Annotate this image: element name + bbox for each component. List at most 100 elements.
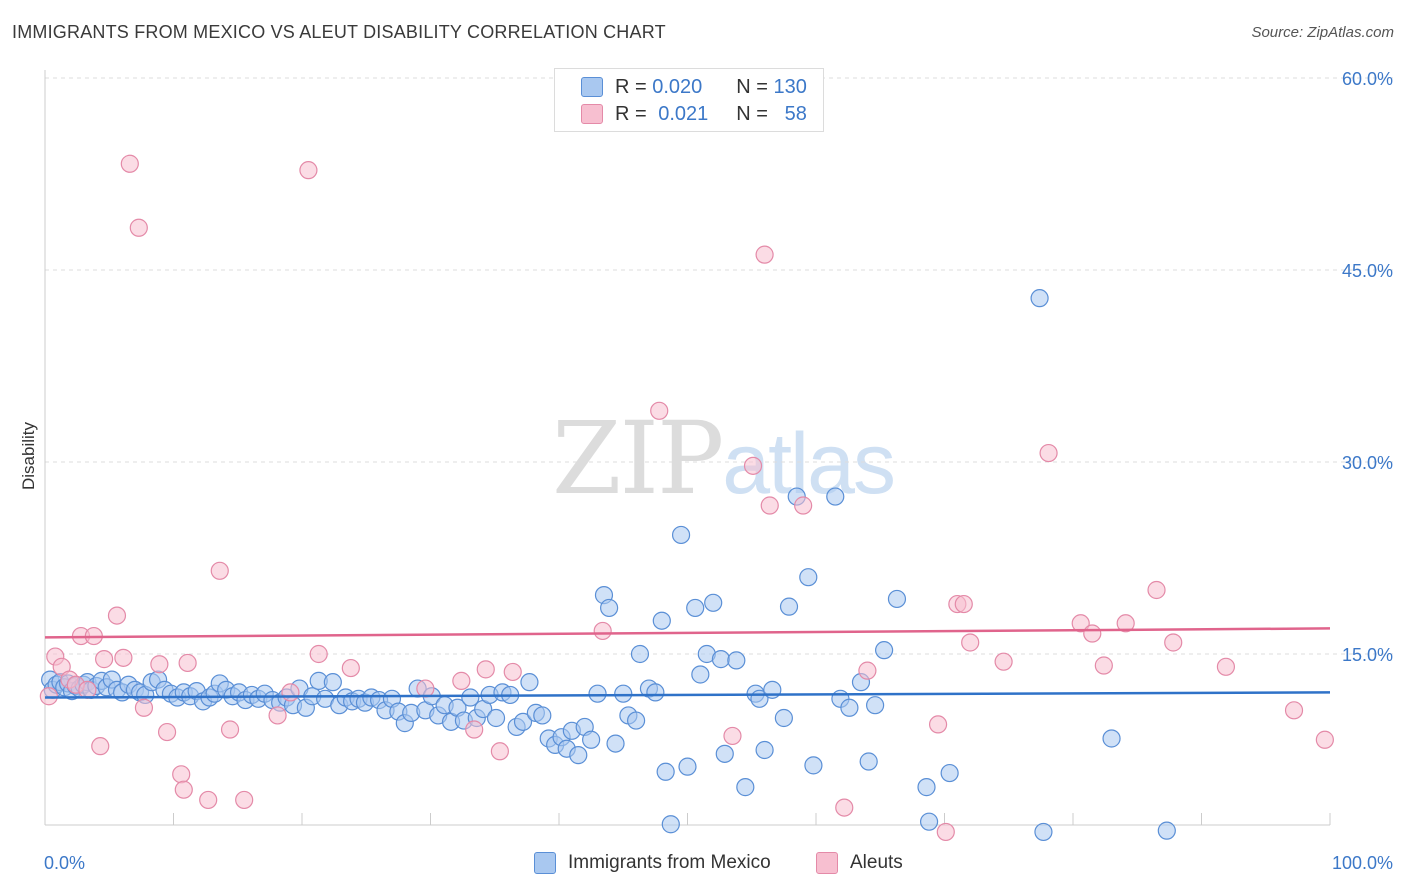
aleut-point [936, 822, 955, 842]
mexico-point [678, 757, 697, 776]
mexico-point [727, 651, 746, 670]
legend-swatch-pink [581, 104, 603, 124]
aleut-point [723, 726, 742, 746]
legend-swatch-pink [816, 852, 838, 874]
aleut-point [172, 765, 191, 784]
mexico-point [1102, 729, 1121, 748]
aleut-point [95, 650, 114, 669]
aleut-point [174, 780, 193, 799]
aleut-point [760, 496, 779, 515]
mexico-point [917, 778, 936, 797]
legend-swatch-blue [581, 77, 603, 97]
mexico-trend-line [44, 691, 1331, 699]
legend-r-value: 0.020 [652, 75, 703, 98]
y-axis-label: Disability [19, 421, 38, 490]
legend-swatch-blue [534, 852, 556, 874]
y-tick-label: 45.0% [1342, 261, 1393, 281]
aleut-point [1071, 614, 1090, 633]
aleut-point [341, 658, 360, 678]
mexico-point [711, 650, 731, 669]
aleut-point [465, 720, 484, 739]
mexico-point [569, 746, 588, 765]
aleut-point [954, 594, 973, 614]
legend-r-label: R = [615, 75, 647, 98]
y-tick-label: 15.0% [1342, 645, 1393, 665]
mexico-point [704, 593, 723, 612]
aleut-point [235, 790, 254, 810]
aleut-point [1083, 624, 1102, 643]
legend-n-value: 58 [784, 102, 807, 125]
mexico-point [840, 698, 859, 717]
legend-n-label: N = [736, 102, 768, 125]
source-label: Source: ZipAtlas.com [1251, 24, 1394, 41]
aleut-point [476, 660, 495, 679]
aleut-point [1147, 580, 1166, 600]
aleut-point [199, 790, 218, 810]
aleut-point [1116, 614, 1135, 633]
mexico-point [461, 688, 480, 707]
legend-row-aleuts: R = 0.021 N = 58 [581, 101, 807, 127]
mexico-point [614, 684, 633, 703]
legend-r-label: R = [615, 102, 647, 125]
mexico-point [736, 778, 755, 797]
series-legend: Immigrants from Mexico Aleuts [0, 852, 1406, 878]
mexico-point [600, 598, 619, 618]
watermark-zip: ZIP [552, 400, 724, 517]
mexico-point [656, 762, 675, 781]
chart-title: IMMIGRANTS FROM MEXICO VS ALEUT DISABILI… [12, 22, 666, 42]
mexico-point [940, 763, 959, 783]
mexico-point [799, 568, 818, 587]
aleut-point [268, 706, 287, 725]
x-tick-label: 0.0% [44, 853, 85, 873]
aleut-point [178, 653, 197, 673]
aleut-point [134, 698, 154, 717]
aleut-point [157, 722, 177, 742]
mexico-point [875, 641, 894, 660]
aleut-point [490, 742, 509, 761]
aleut-point [452, 671, 471, 690]
mexico-point [661, 815, 680, 834]
aleut-point [150, 655, 169, 674]
aleut-point [91, 737, 110, 756]
aleut-point [928, 715, 948, 734]
aleut-point [299, 161, 318, 180]
mexico-point [1034, 822, 1053, 842]
mexico-point [652, 611, 671, 630]
mexico-point [774, 708, 793, 728]
aleut-point [743, 456, 763, 475]
mexico-point [513, 712, 533, 731]
mexico-point [533, 706, 552, 725]
legend-label-aleuts: Aleuts [850, 852, 903, 873]
legend-item-aleuts: Aleuts [816, 852, 903, 874]
aleut-point [416, 679, 435, 698]
mexico-point [606, 734, 625, 753]
aleut-point [107, 606, 127, 625]
legend-n-value: 130 [773, 75, 807, 98]
mexico-point [323, 673, 342, 692]
aleut-point [961, 633, 980, 652]
aleut-point [1039, 443, 1058, 463]
aleut-point [281, 683, 300, 702]
legend-row-mexico: R = 0.020 N = 130 [581, 74, 807, 100]
mexico-point [919, 812, 939, 831]
legend-n-label: N = [736, 75, 768, 98]
mexico-point [626, 711, 646, 730]
mexico-point [1157, 821, 1176, 840]
legend-r-value: 0.021 [658, 102, 709, 125]
mexico-point [671, 525, 691, 545]
mexico-point [755, 740, 774, 760]
aleut-trend-line [44, 627, 1331, 639]
mexico-point [520, 673, 539, 692]
aleut-point [858, 661, 877, 680]
mexico-point [582, 730, 601, 749]
mexico-point [588, 684, 607, 703]
mexico-point [779, 597, 799, 616]
aleut-point [650, 401, 669, 420]
aleut-point [1216, 657, 1236, 676]
mexico-point [691, 665, 710, 684]
mexico-point [486, 708, 506, 728]
mexico-point [826, 487, 845, 506]
legend-item-mexico: Immigrants from Mexico [534, 852, 771, 874]
aleut-point [835, 798, 854, 817]
